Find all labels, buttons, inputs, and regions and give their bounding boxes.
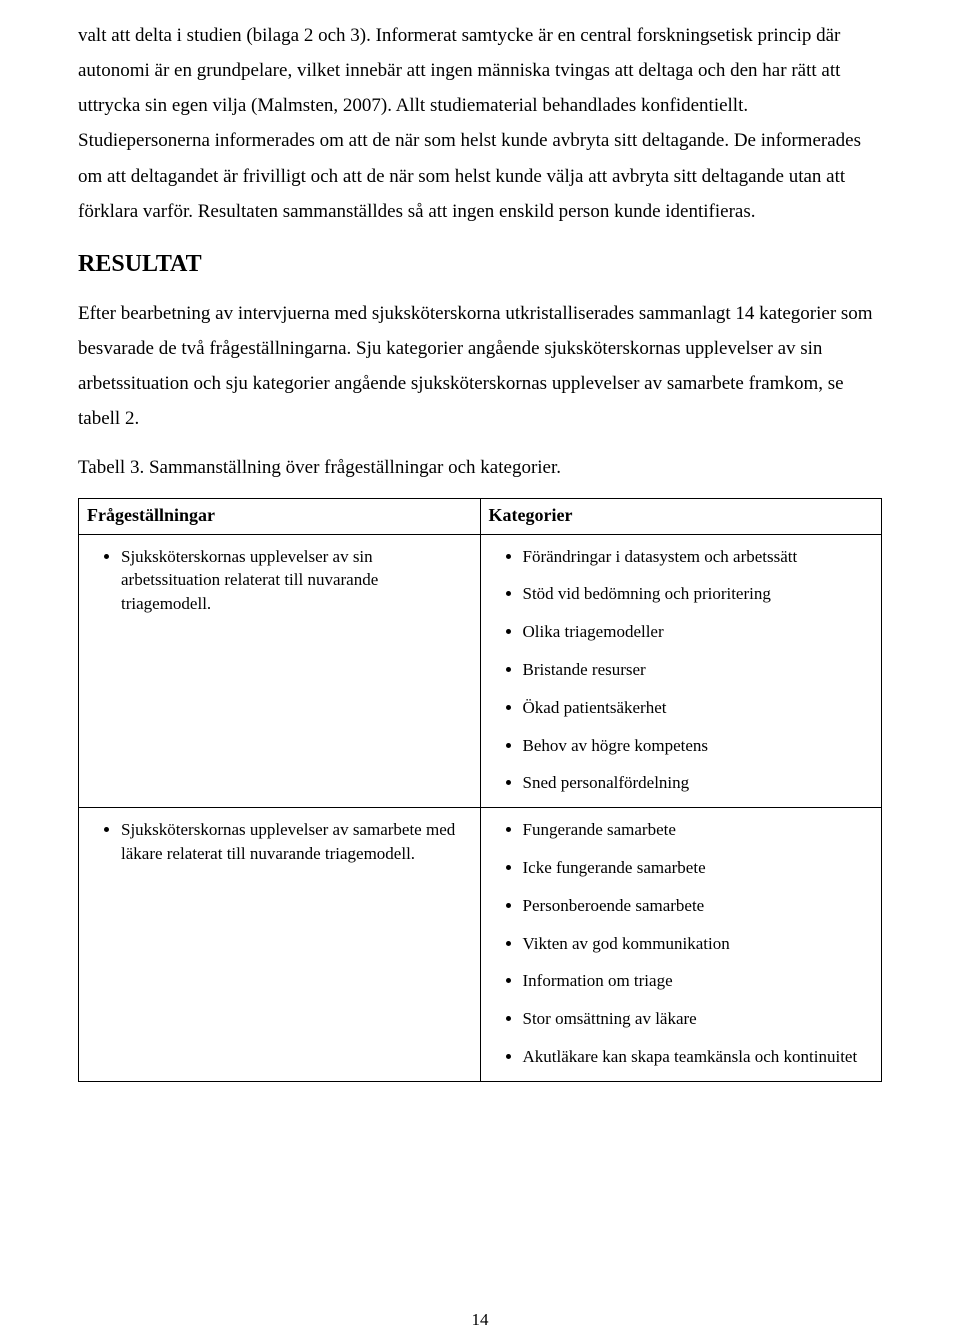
category-list-2: Fungerande samarbete Icke fungerande sam… [489,818,874,1069]
list-item: Behov av högre kompetens [523,734,874,758]
list-item: Akutläkare kan skapa teamkänsla och kont… [523,1045,874,1069]
table-header-row: Frågeställningar Kategorier [79,498,882,534]
table-header-categories: Kategorier [480,498,882,534]
question-list-1: Sjuksköterskornas upplevelser av sin arb… [87,545,472,616]
list-item: Information om triage [523,969,874,993]
table-cell-categories-1: Förändringar i datasystem och arbetssätt… [480,534,882,808]
category-list-1: Förändringar i datasystem och arbetssätt… [489,545,874,796]
list-item: Stor omsättning av läkare [523,1007,874,1031]
question-list-2: Sjuksköterskornas upplevelser av samarbe… [87,818,472,866]
list-item: Fungerande samarbete [523,818,874,842]
list-item: Förändringar i datasystem och arbetssätt [523,545,874,569]
table-cell-question-2: Sjuksköterskornas upplevelser av samarbe… [79,808,481,1082]
paragraph-intro: valt att delta i studien (bilaga 2 och 3… [78,18,882,229]
table-header-questions: Frågeställningar [79,498,481,534]
table-row: Sjuksköterskornas upplevelser av samarbe… [79,808,882,1082]
section-heading-resultat: RESULTAT [78,251,882,278]
table-caption: Tabell 3. Sammanställning över frågestäl… [78,450,882,485]
table-cell-question-1: Sjuksköterskornas upplevelser av sin arb… [79,534,481,808]
list-item: Icke fungerande samarbete [523,856,874,880]
list-item: Olika triagemodeller [523,620,874,644]
table-cell-categories-2: Fungerande samarbete Icke fungerande sam… [480,808,882,1082]
list-item: Personberoende samarbete [523,894,874,918]
list-item: Sned personalfördelning [523,771,874,795]
list-item: Bristande resurser [523,658,874,682]
document-page: valt att delta i studien (bilaga 2 och 3… [0,0,960,1338]
list-item: Sjuksköterskornas upplevelser av samarbe… [121,818,472,866]
list-item: Ökad patientsäkerhet [523,696,874,720]
list-item: Sjuksköterskornas upplevelser av sin arb… [121,545,472,616]
table-row: Sjuksköterskornas upplevelser av sin arb… [79,534,882,808]
categories-table: Frågeställningar Kategorier Sjukskötersk… [78,498,882,1082]
paragraph-resultat-intro: Efter bearbetning av intervjuerna med sj… [78,296,882,437]
list-item: Vikten av god kommunikation [523,932,874,956]
page-number: 14 [0,1310,960,1330]
list-item: Stöd vid bedömning och prioritering [523,582,874,606]
